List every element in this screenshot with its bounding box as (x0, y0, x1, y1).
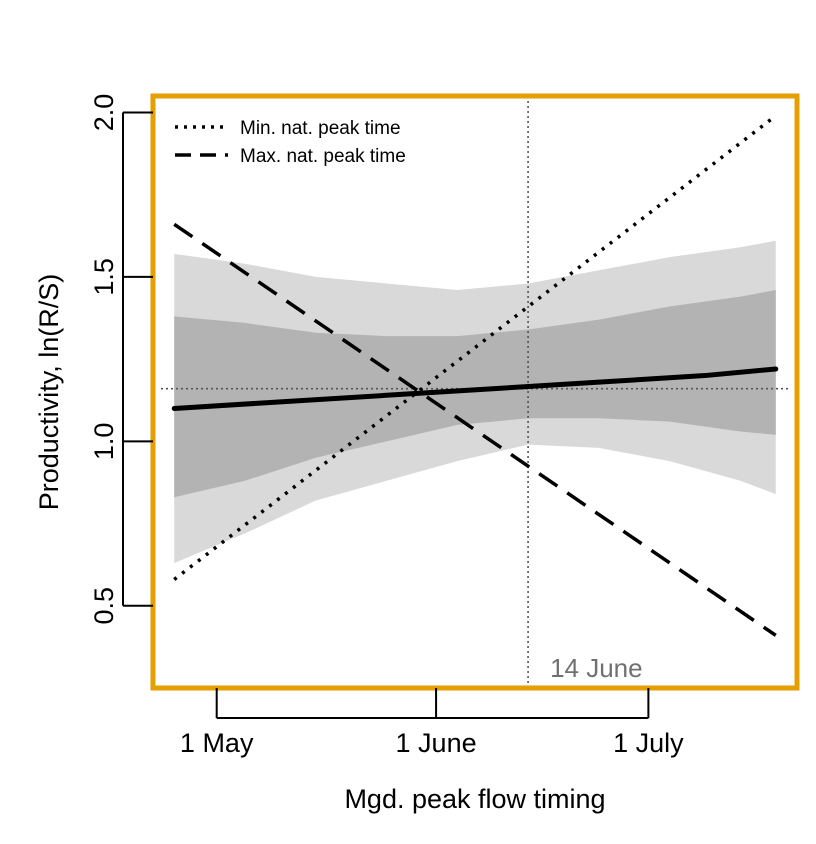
legend-label: Max. nat. peak time (240, 146, 406, 167)
y-tick-label: 1.5 (89, 258, 119, 296)
x-tick-label: 1 July (613, 728, 684, 758)
confidence-bands (174, 240, 776, 564)
legend-label: Min. nat. peak time (240, 118, 401, 139)
legend: Min. nat. peak time Max. nat. peak time (175, 118, 406, 167)
y-axis-title: Productivity, ln(R/S) (34, 274, 64, 511)
axes: 1 May 1 June 1 July 0.5 1.0 1.5 2.0 (89, 94, 684, 758)
y-tick-label: 2.0 (89, 94, 119, 132)
inner-band (174, 290, 776, 498)
x-axis-title: Mgd. peak flow timing (344, 784, 605, 814)
reference-lines (161, 96, 789, 688)
x-tick-label: 1 June (396, 728, 477, 758)
y-tick-label: 0.5 (89, 587, 119, 625)
series-lines (171, 114, 779, 637)
x-tick-label: 1 May (180, 728, 254, 758)
y-tick-label: 1.0 (89, 423, 119, 461)
dashed-series-line (173, 222, 777, 637)
dotted-series-line (173, 114, 777, 581)
solid-series-line (171, 366, 779, 411)
reference-date-label: 14 June (550, 653, 643, 683)
plot-frame (150, 93, 800, 691)
